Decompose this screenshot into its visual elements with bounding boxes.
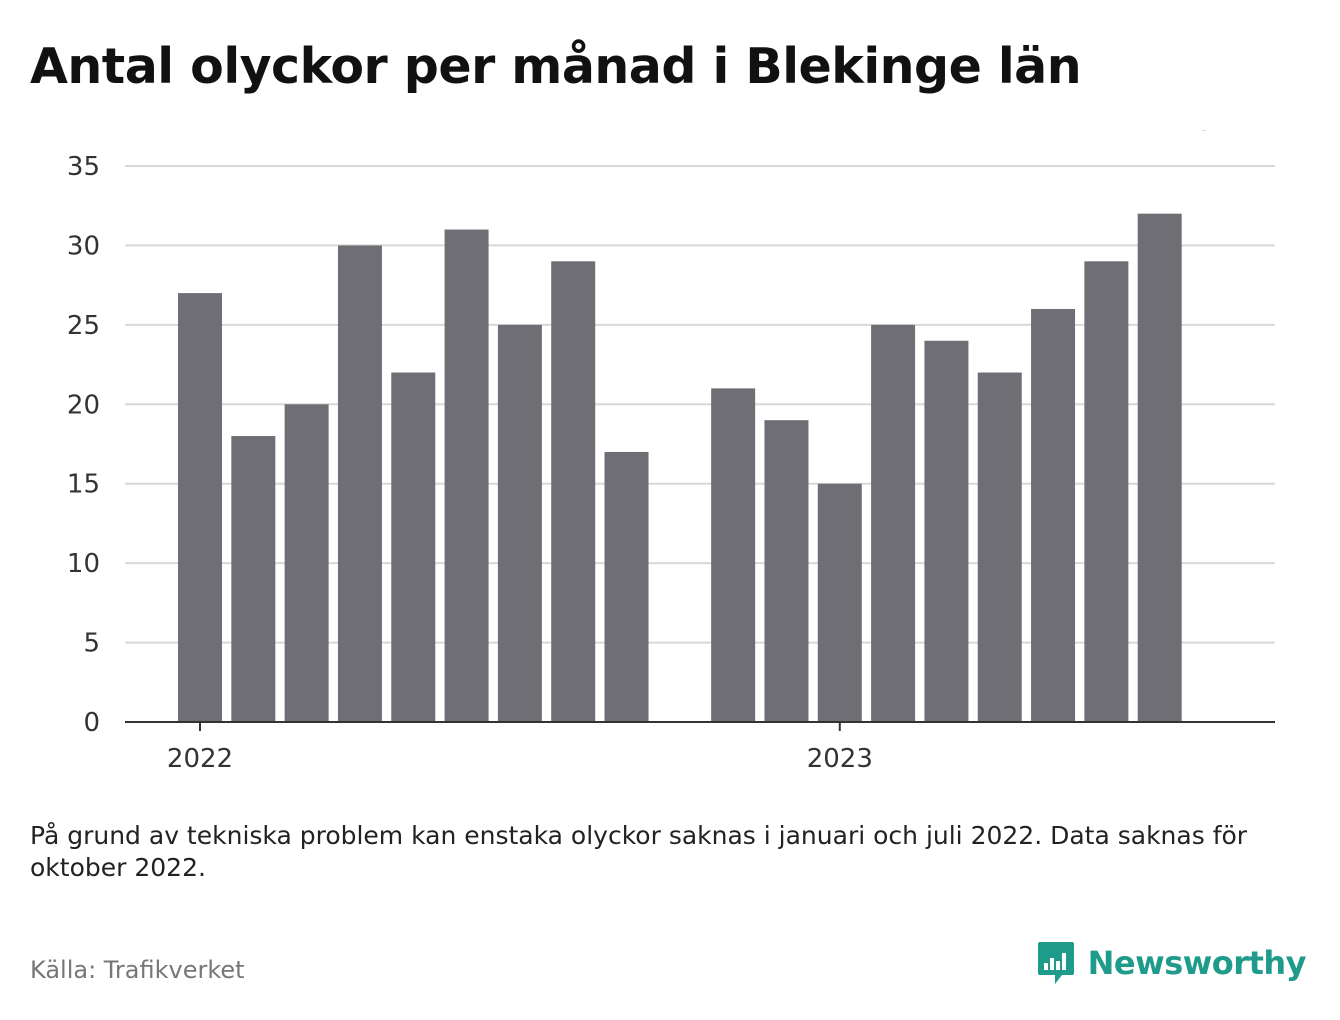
brand-name: Newsworthy: [1087, 944, 1307, 982]
bar-2022-03: [284, 404, 329, 722]
bar-2023-03: [924, 340, 969, 722]
axes: [125, 721, 1275, 731]
y-tick-label: 15: [67, 470, 100, 500]
bar-2023-02: [871, 324, 916, 722]
x-tick-label: 2023: [807, 744, 873, 774]
bar-2022-08: [551, 261, 596, 722]
brand-logo: Newsworthy: [1036, 940, 1307, 986]
bar-2022-12: [764, 420, 809, 722]
bar-2023-06: [1084, 261, 1129, 722]
source-label: Källa: Trafikverket: [30, 956, 245, 984]
bar-2022-11: [711, 388, 756, 722]
bar-chart: 0 5 10 15 20 25 30 35 2022 2023 32: [67, 130, 1275, 774]
y-tick-label: 25: [67, 311, 100, 341]
y-tick-label: 10: [67, 549, 100, 579]
y-tick-label: 20: [67, 390, 100, 420]
bar-2022-02: [231, 436, 276, 722]
y-tick-label: 0: [83, 708, 100, 738]
bars: [178, 213, 1182, 722]
bar-2023-05: [1031, 308, 1076, 722]
footnote: På grund av tekniska problem kan enstaka…: [30, 821, 1248, 882]
bar-2022-06: [444, 229, 489, 722]
bar-2022-04: [337, 245, 382, 722]
bar-chart-speech-bubble-icon: [1037, 942, 1074, 984]
chart-title: Antal olyckor per månad i Blekinge län: [30, 38, 1082, 95]
bar-2022-05: [391, 372, 436, 722]
data-label-2023-08: 32: [1196, 130, 1229, 137]
bar-2022-07: [497, 324, 542, 722]
bar-2022-09: [604, 451, 649, 722]
bar-2023-07: [1137, 213, 1182, 722]
bar-2023-04: [977, 372, 1022, 722]
bar-2022-01: [178, 293, 222, 722]
bar-2023-01: [817, 483, 862, 722]
y-tick-label: 30: [67, 231, 100, 261]
y-tick-label: 5: [83, 629, 100, 659]
x-tick-label: 2022: [167, 744, 233, 774]
labels: 0 5 10 15 20 25 30 35 2022 2023 32: [67, 130, 1230, 774]
y-tick-label: 35: [67, 152, 100, 182]
